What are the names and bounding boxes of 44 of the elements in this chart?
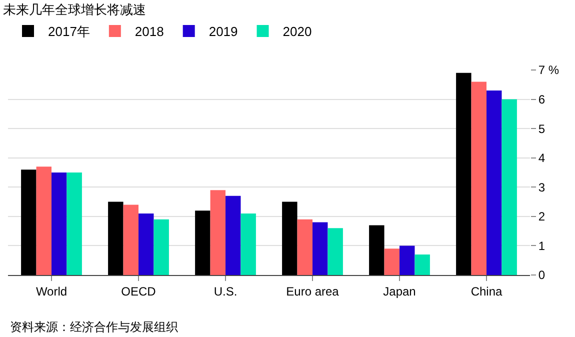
bar	[456, 72, 472, 275]
bar	[210, 190, 226, 275]
legend-label: 2018	[134, 24, 164, 40]
bar	[66, 172, 82, 275]
y-tick-label: 5	[538, 122, 546, 136]
y-tick-label: 4	[538, 151, 546, 166]
y-tick-label: 2	[538, 210, 546, 224]
bar	[138, 214, 154, 275]
y-tick-label: 0	[538, 268, 546, 282]
y-tick-label: 7 %	[538, 63, 560, 78]
bar	[108, 202, 124, 275]
bar	[328, 228, 343, 275]
y-tick-label: 6	[538, 92, 546, 106]
bar	[154, 219, 169, 275]
x-tick-label: World	[36, 284, 68, 298]
y-tick-label: 3	[538, 180, 546, 194]
x-tick-label: U.S.	[214, 284, 238, 298]
bar	[21, 170, 36, 275]
bar	[123, 204, 138, 275]
chart-title: 未来几年全球增长将减速	[2, 2, 146, 18]
y-tick-label: 1	[538, 238, 546, 253]
bar	[400, 246, 415, 275]
bar	[384, 248, 400, 275]
x-tick-label: OECD	[121, 284, 156, 298]
bar	[502, 99, 517, 275]
bar	[195, 210, 210, 275]
legend-label: 2017年	[48, 24, 90, 40]
text: 资料来源：经济合作与发展组织	[10, 320, 178, 334]
bar	[471, 82, 486, 275]
x-tick-label: China	[470, 284, 502, 298]
bar	[486, 90, 502, 275]
bar	[369, 225, 384, 275]
x-tick-label: Euro area	[286, 284, 340, 298]
bar	[52, 172, 67, 275]
bar	[36, 166, 52, 275]
x-tick-label: Japan	[383, 284, 416, 298]
legend-label: 2019	[208, 24, 238, 40]
legend-label: 2020	[282, 24, 312, 40]
bar	[240, 214, 256, 275]
bar	[226, 196, 241, 275]
bar	[297, 219, 312, 275]
bar	[282, 202, 298, 275]
bar	[414, 254, 430, 275]
bar	[312, 222, 328, 275]
